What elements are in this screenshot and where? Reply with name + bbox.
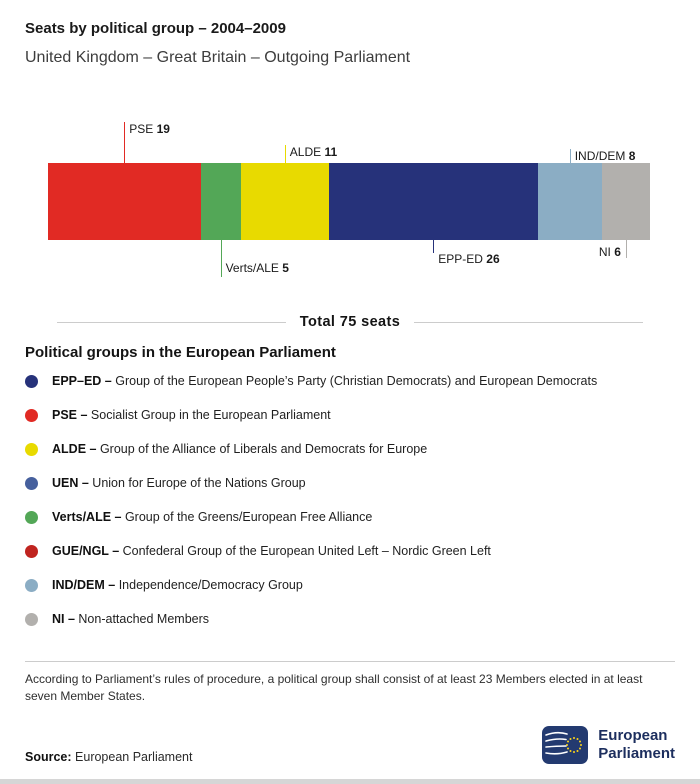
legend-item: ALDE – Group of the Alliance of Liberals… bbox=[25, 432, 675, 466]
callout-label-alde: ALDE 11 bbox=[289, 145, 338, 159]
callout-label-ni: NI 6 bbox=[598, 245, 621, 259]
legend-item-label: GUE/NGL – Confederal Group of the Europe… bbox=[52, 544, 491, 558]
total-rule-left bbox=[57, 321, 286, 323]
legend-item-label: Verts/ALE – Group of the Greens/European… bbox=[52, 510, 373, 524]
legend-color-dot bbox=[25, 578, 38, 592]
callout-line-ind-dem bbox=[569, 149, 571, 163]
logo-line-2: Parliament bbox=[598, 745, 675, 762]
source-line: Source: European Parliament bbox=[25, 750, 192, 764]
legend-item: Verts/ALE – Group of the Greens/European… bbox=[25, 500, 675, 534]
bar-segment-epp-ed bbox=[328, 163, 538, 240]
legend-color-dot bbox=[25, 442, 38, 456]
total-seats-row: Total 75 seats bbox=[57, 314, 643, 330]
legend-item: NI – Non-attached Members bbox=[25, 602, 675, 636]
page-subtitle: United Kingdom – Great Britain – Outgoin… bbox=[25, 49, 411, 66]
legend-item-label: PSE – Socialist Group in the European Pa… bbox=[52, 408, 331, 422]
total-rule-right bbox=[414, 321, 643, 323]
bar-segment-verts-ale bbox=[200, 163, 241, 240]
european-parliament-logo: European Parliament bbox=[542, 726, 675, 764]
legend-item-label: EPP–ED – Group of the European People’s … bbox=[52, 374, 598, 388]
legend-color-dot bbox=[25, 612, 38, 626]
callout-label-epp-ed: EPP-ED 26 bbox=[438, 252, 500, 266]
callout-line-epp-ed bbox=[433, 240, 435, 253]
legend-item: UEN – Union for Europe of the Nations Gr… bbox=[25, 466, 675, 500]
legend-item: PSE – Socialist Group in the European Pa… bbox=[25, 398, 675, 432]
legend-list: EPP–ED – Group of the European People’s … bbox=[25, 364, 675, 636]
stacked-bar bbox=[48, 163, 650, 240]
bar-segment-ind-dem bbox=[537, 163, 602, 240]
bar-segment-pse bbox=[48, 163, 201, 240]
bar-segment-ni bbox=[601, 163, 650, 240]
callout-line-ni bbox=[625, 240, 627, 258]
legend-item-label: NI – Non-attached Members bbox=[52, 612, 210, 626]
bottom-strip bbox=[0, 779, 700, 784]
legend-color-dot bbox=[25, 544, 38, 558]
legend-color-dot bbox=[25, 510, 38, 524]
callout-label-verts-ale: Verts/ALE 5 bbox=[225, 261, 289, 275]
callout-line-verts-ale bbox=[220, 240, 222, 277]
legend-item-label: UEN – Union for Europe of the Nations Gr… bbox=[52, 476, 306, 490]
legend-item-label: IND/DEM – Independence/Democracy Group bbox=[52, 578, 303, 592]
callout-label-pse: PSE 19 bbox=[129, 122, 170, 136]
callout-line-alde bbox=[284, 145, 286, 163]
seats-chart: PSE 19 Verts/ALE 5 ALDE 11 EPP-ED 26 IND/DEM… bbox=[48, 122, 650, 277]
legend-item: EPP–ED – Group of the European People’s … bbox=[25, 364, 675, 398]
legend-color-dot bbox=[25, 476, 38, 490]
ep-hemicycle-icon bbox=[542, 726, 589, 764]
callout-line-pse bbox=[124, 122, 126, 163]
legend-color-dot bbox=[25, 408, 38, 422]
legend-item: IND/DEM – Independence/Democracy Group bbox=[25, 568, 675, 602]
logo-line-1: European bbox=[598, 727, 668, 744]
footnote-divider bbox=[25, 661, 675, 662]
legend-color-dot bbox=[25, 374, 38, 388]
logo-wordmark: European Parliament bbox=[598, 727, 675, 763]
bar-segment-alde bbox=[240, 163, 329, 240]
eu-stars bbox=[566, 737, 583, 753]
source-value: European Parliament bbox=[75, 750, 193, 764]
total-seats-label: Total 75 seats bbox=[299, 314, 401, 330]
footnote-text: According to Parliament’s rules of proce… bbox=[25, 672, 643, 703]
legend-heading: Political groups in the European Parliam… bbox=[25, 344, 336, 361]
legend-item-label: ALDE – Group of the Alliance of Liberals… bbox=[52, 442, 428, 456]
callout-label-ind-dem: IND/DEM 8 bbox=[574, 149, 636, 163]
legend-item: GUE/NGL – Confederal Group of the Europe… bbox=[25, 534, 675, 568]
source-label: Source: bbox=[25, 750, 72, 764]
page-title: Seats by political group – 2004–2009 bbox=[25, 20, 286, 37]
